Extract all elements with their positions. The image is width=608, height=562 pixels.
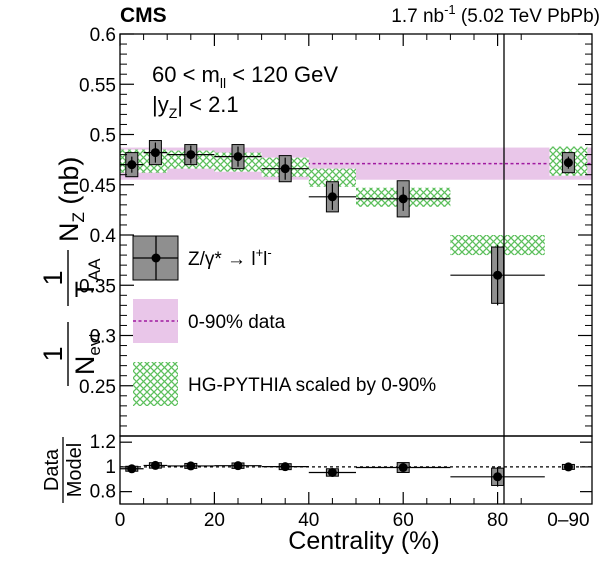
ratio-marker-8	[563, 462, 573, 472]
ratio-marker-1	[150, 460, 160, 470]
legend-data-label: Z/γ* → l+l-	[188, 245, 272, 270]
legend: Z/γ* → l+l- 0-90% data HG-PYTHIA scaled …	[132, 235, 436, 406]
ratio-ytick-label-0: 0.8	[90, 482, 116, 503]
experiment-label: CMS	[120, 4, 167, 27]
main-ytick-label-0: 0.25	[79, 377, 116, 398]
data-marker-8	[563, 158, 573, 168]
ylabel-frac1-num: 1	[38, 346, 68, 361]
ratio-marker-6	[398, 463, 408, 473]
ratio-marker-3	[233, 461, 243, 471]
main-ytick-label-7: 0.6	[90, 25, 116, 46]
ratio-marker-0	[127, 464, 137, 474]
x-axis-title: Centrality (%)	[288, 527, 439, 555]
ratio-data-layer	[120, 460, 575, 487]
xtick-label-3: 60	[393, 510, 414, 531]
ratio-ytick-label-2: 1.2	[90, 432, 116, 453]
data-marker-1	[150, 148, 160, 158]
main-ytick-label-3: 0.4	[90, 226, 117, 247]
ratio-ytick-label-1: 1	[105, 457, 116, 478]
ylabel-frac2-den: TAA	[70, 258, 104, 298]
main-y-axis-title: 1 Nevt 1 TAA NZ (nb)	[38, 157, 104, 386]
data-marker-6	[398, 194, 408, 204]
ratio-y-axis-title: Data Model	[41, 437, 86, 503]
data-layer	[120, 140, 575, 306]
ylabel-frac1-den: Nevt	[70, 333, 104, 375]
data-marker-0	[127, 160, 137, 170]
lumi-label: 1.7 nb-1 (5.02 TeV PbPb)	[391, 2, 600, 27]
main-ytick-label-1: 0.3	[90, 327, 116, 348]
ratio-marker-5	[327, 467, 337, 477]
model-box-4	[308, 168, 356, 187]
legend-data-marker	[151, 253, 161, 263]
ylabel-tail: NZ (nb)	[54, 157, 88, 242]
ratio-marker-7	[493, 472, 503, 482]
legend-hatch-swatch	[133, 362, 178, 406]
ratio-ylabel-num: Data	[41, 448, 63, 491]
axes-layer: 0.25 0.3 0.35 0.4 0.45 0.5 0.55 0.6 0.8 1 1.2 0 20 40…	[79, 25, 592, 531]
ratio-ylabel-den: Model	[64, 443, 86, 497]
legend-band-label: 0-90% data	[188, 312, 286, 333]
rapidity-cut-label: |yZ| < 2.1	[152, 92, 239, 121]
data-marker-3	[233, 152, 243, 162]
main-ytick-label-2: 0.35	[79, 276, 116, 297]
main-ytick-label-6: 0.55	[79, 75, 116, 96]
xtick-label-4: 80	[487, 510, 508, 531]
xtick-label-0: 0	[115, 510, 126, 531]
ratio-marker-4	[280, 462, 290, 472]
xtick-label-2: 40	[298, 510, 319, 531]
legend-hatch-label: HG-PYTHIA scaled by 0-90%	[188, 375, 436, 396]
data-marker-5	[327, 192, 337, 202]
ratio-marker-2	[186, 461, 196, 471]
data-marker-2	[186, 150, 196, 160]
data-marker-7	[493, 270, 503, 280]
main-ytick-label-5: 0.5	[90, 126, 116, 147]
mass-cut-label: 60 < mll < 120 GeV	[152, 62, 338, 91]
data-marker-4	[280, 164, 290, 174]
xtick-label-1: 20	[204, 510, 225, 531]
main-ytick-label-4: 0.45	[79, 176, 116, 197]
ylabel-frac2-num: 1	[38, 270, 68, 285]
xtick-label-5: 0–90	[547, 510, 589, 531]
